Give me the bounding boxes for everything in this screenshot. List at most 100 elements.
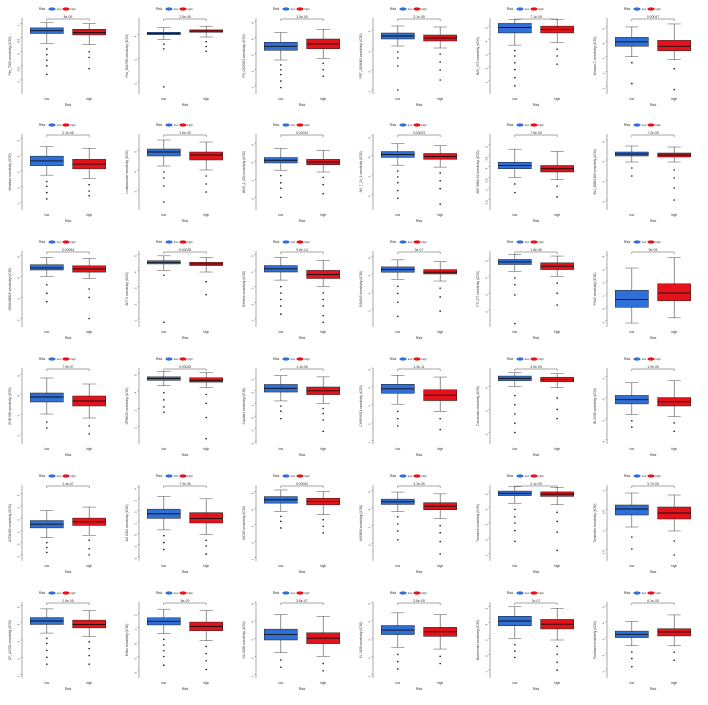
x-tick-label-high: high (320, 564, 326, 568)
significance-bracket (46, 18, 90, 21)
x-tick-label-low: low (278, 330, 283, 334)
outlier-high (673, 659, 675, 662)
outlier-high (322, 314, 324, 317)
y-tick-label: 5 (368, 137, 372, 139)
y-tick-label: 4 (17, 155, 21, 157)
x-tick-label-high: high (671, 330, 677, 334)
legend-swatch-high (647, 123, 655, 127)
y-tick-label: 4 (368, 621, 372, 623)
outlier-low (280, 666, 282, 668)
outlier-low (397, 176, 399, 178)
y-tick-label: 3 (368, 51, 372, 53)
legend: Risk low high (39, 7, 76, 11)
y-tick-label: 2 (251, 70, 255, 72)
outlier-high (556, 55, 558, 57)
legend-swatch-low (516, 357, 524, 361)
y-tick-label: 2 (251, 303, 255, 305)
legend-swatch-high (413, 7, 421, 11)
outlier-high (88, 640, 90, 643)
x-tick-label-high: high (86, 564, 92, 568)
outlier-high (88, 317, 90, 320)
outlier-high (322, 662, 324, 665)
legend: Risk low high (156, 240, 193, 244)
y-tick-label: 3 (17, 415, 21, 417)
boxplot-panel: Risk low high 1 2 3 4 5 PD_0325901 sensitivity (… (242, 7, 340, 107)
legend-title: Risk (507, 474, 514, 478)
y-axis-label: Mitoxan C sensitivity (IC50) (593, 37, 597, 76)
box-high (189, 151, 223, 161)
legend: Risk low high (39, 591, 76, 595)
boxplot-panel: Risk low high 1 2 3 4 5 Gefitinib sensitivity (I… (242, 240, 340, 340)
y-axis-label: Gefitinib sensitivity (IC50) (242, 271, 246, 307)
outlier-low (280, 659, 282, 661)
outlier-high (88, 654, 90, 657)
outlier-low (514, 540, 516, 543)
outlier-high (322, 430, 324, 433)
legend-swatch-high (530, 7, 538, 11)
legend-label-low: low (642, 357, 647, 361)
significance-bracket (397, 368, 441, 371)
x-tick-label-low: low (44, 330, 49, 334)
y-tick-label: 5 (602, 606, 606, 608)
boxplot-panel: Risk low high 2 3 4 5 GW843682X sensitivity (IC… (8, 240, 106, 340)
significance-bracket (163, 602, 207, 605)
legend-swatch-high (62, 240, 70, 244)
p-value-label: 3e-07 (415, 248, 424, 252)
legend-title: Risk (156, 357, 163, 361)
legend-label-low: low (642, 474, 647, 478)
x-tick-label-low: low (278, 681, 283, 685)
significance-bracket (397, 251, 441, 254)
outlier-low (514, 55, 516, 57)
boxplot-panel: Risk low high 1 2 3 4 5 Mesitase sensitivity (IC… (8, 123, 106, 223)
legend-swatch-low (516, 591, 524, 595)
outlier-high (88, 425, 90, 427)
boxplot-panel: Risk low high -1 -0.5 0 0.5 1 Pim_7000 sensitivi… (8, 7, 106, 107)
outlier-high (322, 68, 324, 71)
outlier-low (397, 189, 399, 192)
y-tick-label: 3 (251, 639, 255, 641)
legend-swatch-low (399, 474, 407, 478)
y-tick-label: 3 (251, 180, 255, 182)
y-axis-label: AZD6482 sensitivity (IC50) (8, 504, 12, 542)
p-value-label: 8e-09 (181, 599, 190, 603)
outlier-high (439, 179, 441, 182)
y-tick-label: 4 (251, 162, 255, 164)
y-tick-label: 3 (17, 507, 21, 509)
legend-label-low: low (291, 474, 296, 478)
y-tick-label: 2 (251, 542, 255, 544)
outlier-high (439, 69, 441, 71)
significance-bracket (631, 368, 675, 371)
y-tick-label: 1 (251, 675, 255, 677)
legend-swatch-high (413, 357, 421, 361)
box-high (189, 512, 223, 524)
y-axis-label: Tivozanib sensitivity (IC50) (476, 504, 480, 542)
boxplot-panel: Risk low high 1 2 3 4 5 Mitoxan C sensitivity (I… (593, 7, 691, 107)
y-axis-label: BI-2536 sensitivity (IC50) (593, 388, 597, 424)
outlier-high (88, 67, 90, 70)
outlier-low (46, 642, 48, 645)
y-tick-label: 5 (134, 255, 138, 257)
p-value-label: 6.1e-05 (647, 599, 659, 603)
x-tick-label-low: low (44, 447, 49, 451)
x-tick-label-high: high (671, 447, 677, 451)
x-axis-label: Risk (533, 219, 540, 223)
boxplot-panel: Risk low high 2 3 4 5 FTI 277 sensitivity (IC50… (476, 240, 574, 340)
y-tick-label: 2 (485, 311, 489, 313)
x-axis-label: Risk (416, 570, 423, 574)
legend-label-low: low (291, 240, 296, 244)
p-value-label: 9.8e-14 (296, 248, 308, 252)
significance-bracket (280, 485, 324, 488)
legend: Risk low high (507, 357, 544, 361)
x-axis-label: Risk (299, 570, 306, 574)
legend: Risk low high (273, 240, 310, 244)
significance-bracket (163, 368, 207, 371)
legend-title: Risk (156, 7, 163, 11)
outlier-high (322, 525, 324, 528)
x-tick-label-low: low (278, 97, 283, 101)
y-tick-label: 4 (251, 271, 255, 273)
legend-title: Risk (507, 7, 514, 11)
legend-label-high: high (70, 591, 76, 595)
legend-label-low: low (57, 357, 62, 361)
legend-swatch-high (647, 591, 655, 595)
outlier-high (673, 169, 675, 171)
